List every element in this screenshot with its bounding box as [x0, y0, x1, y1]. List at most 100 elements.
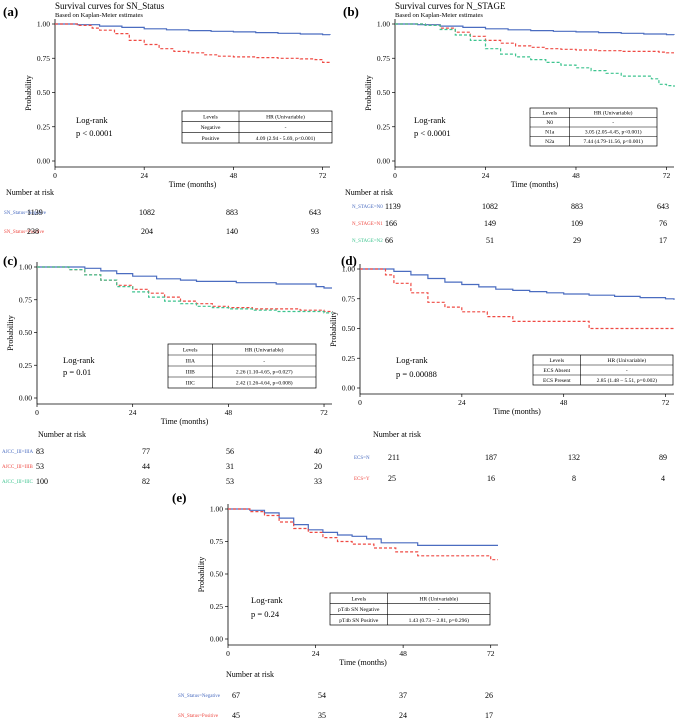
- y-tick-label: 0.25: [342, 354, 355, 363]
- y-tick-label: 0.00: [37, 157, 50, 166]
- x-tick-label: 48: [572, 171, 580, 180]
- hr-table-value: -: [285, 125, 287, 131]
- risk-row-label: AJCC_III=IIIA: [2, 450, 34, 455]
- x-tick-label: 24: [129, 408, 137, 417]
- risk-value: 211: [388, 453, 400, 462]
- risk-value: 4: [661, 474, 665, 483]
- risk-value: 51: [486, 236, 494, 245]
- risk-row-label: SN_Status=Positive: [4, 230, 45, 235]
- risk-value: 16: [487, 474, 495, 483]
- logrank-label: Log-rank: [63, 355, 95, 365]
- panel-c: (c) 0.00 0.25 0.50 0.75 1.00 0 24 48 72 Time (mont…: [2, 253, 332, 486]
- hr-table-header-levels: Levels: [351, 596, 366, 602]
- hr-table-value: 2.42 (1.26-4.64, p=0.008): [236, 380, 293, 387]
- chart-subtitle: Based on Kaplan-Meier estimates: [395, 12, 483, 19]
- risk-value: 17: [485, 711, 493, 720]
- logrank-label: Log-rank: [396, 355, 428, 365]
- risk-row-label: ECS=N: [354, 456, 370, 461]
- hr-table-header-levels: Levels: [542, 111, 557, 117]
- risk-row-label: ECS=Y: [354, 477, 370, 482]
- risk-value: 53: [36, 462, 44, 471]
- x-tick-label: 72: [320, 408, 328, 417]
- y-tick-label: 0.75: [210, 537, 223, 546]
- logrank-pvalue: p = 0.01: [63, 367, 91, 377]
- y-tick-label: 0.50: [342, 324, 355, 333]
- hr-table-header-hr: HR (Univariable): [266, 113, 305, 120]
- hr-table-value: 2.26 (1.10-4.65, p=0.027): [236, 369, 293, 376]
- x-tick-label: 0: [393, 171, 397, 180]
- y-tick-label: 0.25: [37, 122, 50, 131]
- logrank-pvalue: p = 0.00088: [396, 369, 437, 379]
- y-tick-label: 0.25: [19, 361, 32, 370]
- x-tick-label: 24: [458, 398, 466, 407]
- risk-value: 204: [141, 227, 153, 236]
- km-curve-ecs-n: [360, 268, 675, 300]
- number-at-risk-header: Number at risk: [6, 188, 54, 197]
- hr-table-value: 4.09 (2.94 - 5.69, p<0.001): [256, 135, 316, 142]
- x-tick-label: 48: [560, 398, 568, 407]
- risk-row-label: SN_Status=Negative: [178, 694, 221, 699]
- hr-table: [181, 110, 333, 144]
- km-curve-ajcc-iii-iiic: [37, 266, 332, 314]
- km-curve-sn-status-negative: [55, 23, 331, 36]
- risk-value: 24: [399, 711, 407, 720]
- risk-value: 93: [311, 227, 319, 236]
- x-tick-label: 0: [35, 408, 39, 417]
- risk-value: 20: [314, 462, 322, 471]
- x-tick-label: 24: [140, 171, 148, 180]
- x-axis-label: Time (months): [169, 180, 217, 189]
- risk-value: 37: [399, 691, 407, 700]
- x-tick-label: 48: [230, 171, 238, 180]
- hr-table-level: ECS Present: [543, 378, 571, 384]
- km-curve-n-stage-n2: [395, 23, 675, 87]
- km-curve-ecs-y: [360, 268, 674, 330]
- hr-table-level: N0: [546, 120, 553, 126]
- km-curve-ajcc-iii-iiib: [37, 266, 332, 313]
- panel-label: (b): [343, 4, 359, 19]
- panel-label: (d): [341, 253, 357, 268]
- y-tick-label: 0.50: [210, 570, 223, 579]
- y-axis-label: Probability: [329, 311, 338, 347]
- risk-value: 76: [659, 219, 667, 228]
- hr-table-level: N2a: [545, 139, 555, 145]
- hr-table-value: 7.44 (4.79-11.56, p<0.001): [584, 138, 643, 145]
- risk-value: 53: [226, 477, 234, 486]
- logrank-label: Log-rank: [76, 115, 108, 125]
- hr-table-header-hr: HR (Univariable): [594, 110, 633, 117]
- risk-value: 187: [485, 453, 497, 462]
- risk-value: 45: [232, 711, 240, 720]
- risk-value: 238: [27, 227, 39, 236]
- risk-row-label: SN_Status=Positive: [178, 714, 219, 719]
- x-tick-label: 0: [226, 649, 230, 658]
- y-tick-label: 0.00: [377, 157, 390, 166]
- risk-value: 140: [226, 227, 238, 236]
- y-tick-label: 0.00: [210, 635, 223, 644]
- x-tick-label: 72: [487, 649, 495, 658]
- risk-value: 26: [485, 691, 493, 700]
- number-at-risk-header: Number at risk: [226, 670, 274, 679]
- risk-row-label: N_STAGE=N0: [352, 205, 383, 210]
- risk-value: 54: [318, 691, 326, 700]
- hr-table-header-hr: HR (Univariable): [245, 347, 284, 354]
- number-at-risk-header: Number at risk: [373, 430, 421, 439]
- y-tick-label: 0.50: [37, 88, 50, 97]
- risk-row-label: AJCC_III=IIIC: [2, 480, 34, 485]
- risk-row-label: AJCC_III=IIIB: [2, 465, 34, 470]
- y-tick-label: 0.00: [342, 384, 355, 393]
- risk-value: 82: [142, 477, 150, 486]
- hr-table-value: -: [612, 120, 614, 126]
- y-axis-label: Probability: [6, 315, 15, 351]
- panel-e: (e) 0.00 0.25 0.50 0.75 1.00 0 24 48 72 Time (mont…: [172, 490, 498, 720]
- panel-label: (e): [172, 490, 186, 505]
- x-tick-label: 24: [482, 171, 490, 180]
- risk-value: 1082: [139, 208, 155, 217]
- logrank-pvalue: p < 0.0001: [414, 128, 451, 138]
- risk-value: 1139: [27, 208, 43, 217]
- km-curve-ajcc-iii-iiia: [37, 266, 332, 289]
- x-tick-label: 72: [662, 398, 670, 407]
- risk-value: 67: [232, 691, 240, 700]
- hr-table-level: pT4b SN Positive: [339, 618, 379, 624]
- x-tick-label: 72: [319, 171, 327, 180]
